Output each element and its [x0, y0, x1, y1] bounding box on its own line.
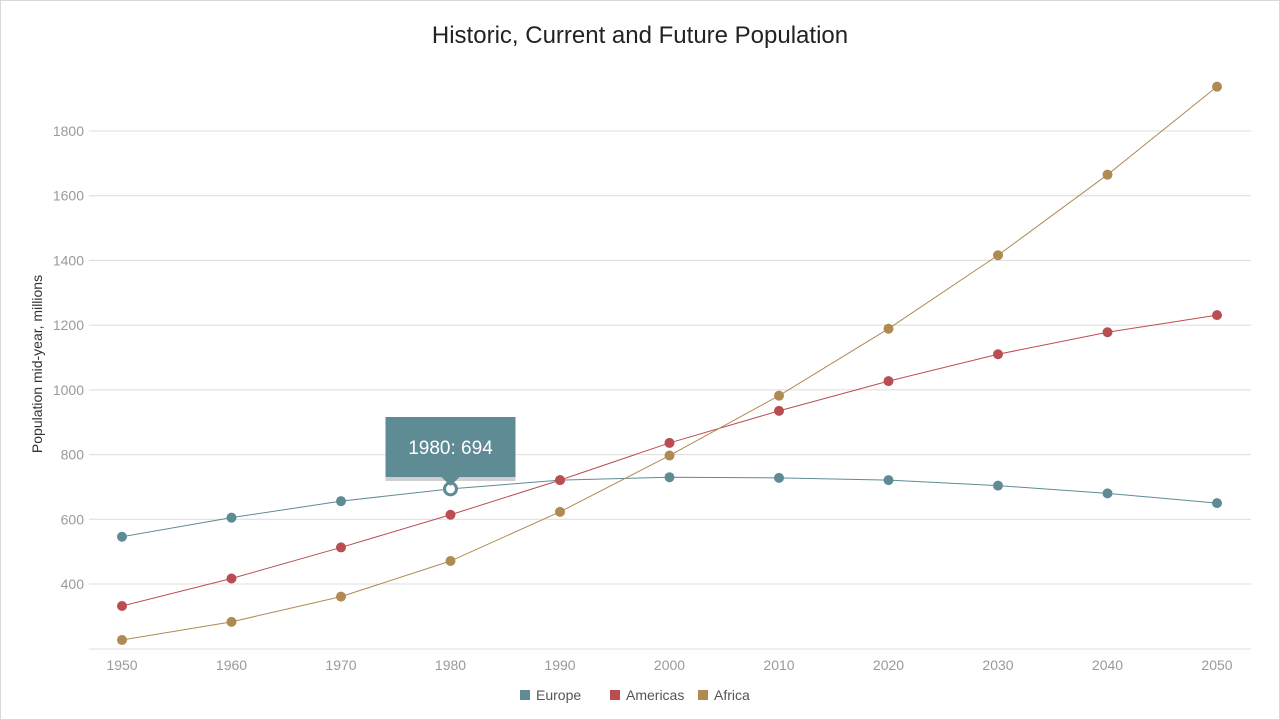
x-tick-label: 1950	[106, 657, 137, 673]
data-point[interactable]	[555, 506, 565, 517]
tooltip-pointer	[441, 477, 460, 486]
series-line	[121, 86, 1218, 641]
data-point[interactable]	[336, 496, 346, 507]
y-tick-label: 1400	[53, 252, 84, 268]
y-tick-label: 800	[61, 447, 85, 463]
data-point[interactable]	[445, 509, 456, 520]
data-point[interactable]	[993, 480, 1003, 491]
data-point[interactable]	[664, 437, 675, 448]
data-point[interactable]	[117, 634, 127, 645]
series-europe	[117, 472, 1222, 542]
y-tick-label: 400	[61, 576, 85, 592]
series-layer	[117, 81, 1222, 645]
data-point[interactable]	[445, 556, 456, 567]
series-africa	[117, 81, 1222, 645]
data-point[interactable]	[336, 542, 346, 553]
data-point[interactable]	[774, 472, 784, 483]
data-point[interactable]	[555, 475, 565, 486]
legend-label: Europe	[536, 687, 581, 703]
data-point[interactable]	[993, 349, 1003, 360]
legend-item-africa[interactable]: Africa	[698, 687, 750, 703]
data-point[interactable]	[336, 591, 346, 602]
data-point[interactable]	[774, 390, 784, 401]
y-tick-label: 1000	[53, 382, 84, 398]
y-tick-label: 1800	[53, 123, 84, 139]
data-point[interactable]	[883, 475, 894, 486]
data-point[interactable]	[664, 472, 675, 483]
data-point[interactable]	[1102, 327, 1113, 338]
legend-label: Africa	[714, 687, 750, 703]
x-tick-label: 2000	[654, 657, 685, 673]
series-line	[121, 476, 1218, 538]
data-point[interactable]	[883, 376, 894, 387]
data-point[interactable]	[1212, 81, 1222, 92]
x-tick-label: 1980	[435, 657, 466, 673]
y-axis-label: Population mid-year, millions	[29, 275, 45, 453]
x-tick-label: 2040	[1092, 657, 1123, 673]
x-tick-label: 2020	[873, 657, 904, 673]
data-point[interactable]	[226, 573, 237, 584]
tooltip-text: 1980: 694	[408, 438, 493, 459]
legend: Europe Americas Africa	[520, 687, 750, 703]
y-tick-label: 1200	[53, 317, 84, 333]
series-line	[121, 314, 1218, 607]
data-point[interactable]	[117, 601, 127, 612]
y-axis: 400 600 800 1000 1200 1400 1600 1800	[53, 123, 84, 592]
legend-item-europe[interactable]: Europe	[520, 687, 581, 703]
tooltip-box	[385, 417, 516, 477]
data-point[interactable]	[1212, 310, 1222, 321]
data-point[interactable]	[993, 250, 1003, 261]
data-point[interactable]	[774, 405, 784, 416]
x-axis: 1950 1960 1970 1980 1990 2000 2010 2020 2030 2040…	[89, 648, 1251, 673]
legend-swatch	[610, 690, 620, 700]
legend-swatch	[698, 690, 708, 700]
legend-label: Americas	[626, 687, 684, 703]
data-point[interactable]	[226, 616, 237, 627]
data-point[interactable]	[1212, 498, 1222, 509]
x-tick-label: 1960	[216, 657, 247, 673]
x-tick-label: 2010	[763, 657, 794, 673]
data-point[interactable]	[226, 512, 237, 523]
data-point[interactable]	[1102, 169, 1113, 180]
data-point[interactable]	[117, 531, 127, 542]
series-americas	[117, 310, 1222, 612]
chart-title: Historic, Current and Future Population	[432, 22, 848, 49]
legend-swatch	[520, 690, 530, 700]
x-tick-label: 2030	[982, 657, 1013, 673]
x-tick-label: 1970	[325, 657, 356, 673]
data-point[interactable]	[883, 323, 894, 334]
tooltip: 1980: 694	[385, 417, 516, 497]
gridlines	[89, 130, 1251, 585]
y-tick-label: 600	[61, 511, 85, 527]
legend-item-americas[interactable]: Americas	[610, 687, 684, 703]
y-tick-label: 1600	[53, 188, 84, 204]
data-point[interactable]	[1102, 488, 1113, 499]
x-tick-label: 2050	[1201, 657, 1232, 673]
x-tick-label: 1990	[544, 657, 575, 673]
data-point[interactable]	[664, 450, 675, 461]
